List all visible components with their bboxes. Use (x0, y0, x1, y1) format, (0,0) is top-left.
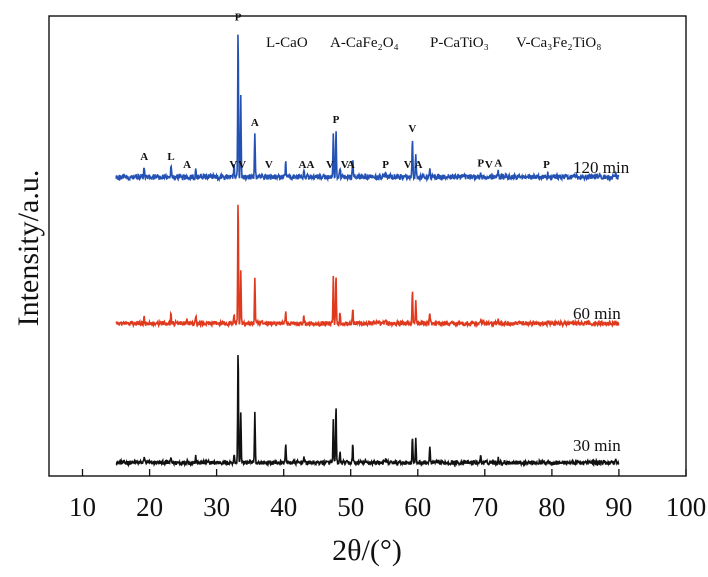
peak-label: V (485, 159, 493, 171)
y-axis-title: Intensity/a.u. (12, 170, 45, 327)
legend-entry: V-Ca₃Fe₂TiO₈ (516, 35, 601, 51)
peak-label: A (494, 157, 502, 169)
x-tick-label: 60 (404, 492, 431, 522)
peak-label: P (543, 159, 550, 171)
x-tick-label: 50 (337, 492, 364, 522)
peak-label: A (251, 117, 259, 129)
x-tick-label: 100 (666, 492, 707, 522)
series-label: 60 min (573, 304, 621, 323)
legend-entry: A-CaFe₂O₄ (330, 35, 399, 51)
phase-legend: L-CaO A-CaFe₂O₄ P-CaTiO₃ V-Ca₃Fe₂TiO₈ (266, 35, 601, 51)
legend-entry: L-CaO (266, 35, 308, 51)
series-line-120-min (115, 34, 620, 183)
peak-label: P (235, 12, 242, 24)
series-line-30-min (115, 355, 620, 468)
series-label: 30 min (573, 436, 621, 455)
peak-label: V (404, 159, 412, 171)
x-axis-title: 2θ/(°) (332, 534, 402, 567)
peak-label: P (382, 159, 389, 171)
plot-frame (48, 15, 687, 477)
peak-label: A (140, 151, 148, 163)
series-label: 120 min (573, 158, 630, 177)
peak-label: V (238, 159, 246, 171)
peak-label: A (415, 159, 423, 171)
legend-entry: P-CaTiO₃ (430, 35, 489, 51)
x-tick-label: 80 (538, 492, 565, 522)
x-tick-label: 10 (69, 492, 96, 522)
x-tick-label: 30 (203, 492, 230, 522)
x-tick-label: 40 (270, 492, 297, 522)
series-layer (115, 34, 620, 468)
peak-label: V (326, 159, 334, 171)
peak-label: A (347, 159, 355, 171)
series-label-layer: 30 min 60 min 120 min (573, 158, 630, 455)
peak-label: V (408, 123, 416, 135)
x-tick-label: 90 (605, 492, 632, 522)
x-tick-label: 70 (471, 492, 498, 522)
peak-label: L (167, 151, 174, 163)
peak-label: P (477, 157, 484, 169)
peak-label: A (299, 159, 307, 171)
peak-label: V (341, 159, 349, 171)
peak-label: V (265, 159, 273, 171)
peak-label: A (183, 159, 191, 171)
peak-label: V (229, 159, 237, 171)
peak-label: A (307, 159, 315, 171)
x-tick-label: 20 (136, 492, 163, 522)
peak-label: P (333, 114, 340, 126)
series-line-60-min (115, 204, 620, 329)
x-tick-layer: 10 20 30 40 50 60 70 80 90 100 (69, 469, 706, 522)
